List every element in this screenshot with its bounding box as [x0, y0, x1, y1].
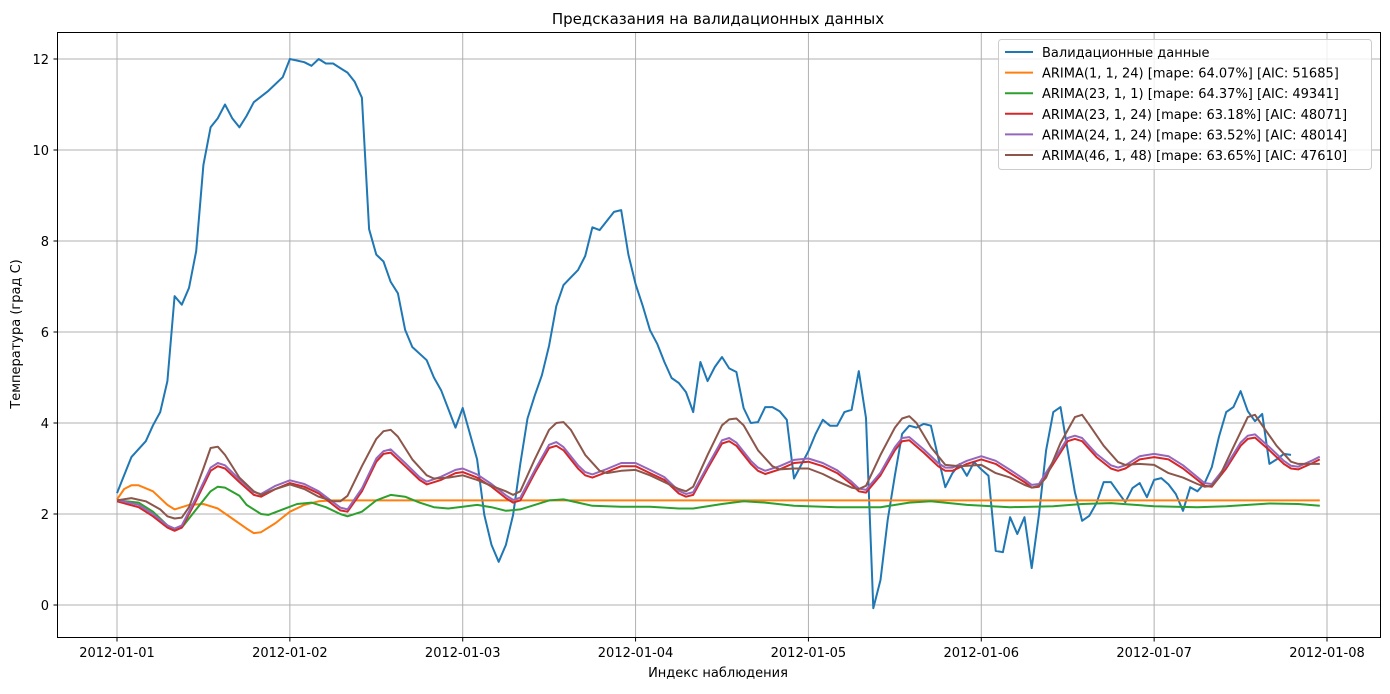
legend-label: ARIMA(46, 1, 48) [mape: 63.65%] [AIC: 47…	[1042, 149, 1347, 164]
chart-title: Предсказания на валидационных данных	[552, 10, 884, 28]
legend-label: ARIMA(23, 1, 1) [mape: 64.37%] [AIC: 493…	[1042, 87, 1339, 102]
plot-frame	[57, 32, 1381, 638]
x-axis-label: Индекс наблюдения	[648, 666, 788, 681]
legend-label: ARIMA(24, 1, 24) [mape: 63.52%] [AIC: 48…	[1042, 128, 1347, 143]
x-tick-label: 2012-01-07	[1116, 646, 1192, 661]
y-axis-label: Температура (град C)	[9, 259, 24, 409]
series-line-1	[116, 484, 1320, 535]
y-tick-label: 0	[41, 599, 49, 614]
legend-frame	[998, 39, 1372, 170]
series-line-2	[116, 485, 1320, 531]
y-tick-label: 8	[41, 235, 49, 250]
legend: Валидационные данные ARIMA(1, 1, 24) [map…	[998, 39, 1372, 170]
legend-label: ARIMA(1, 1, 24) [mape: 64.07%] [AIC: 516…	[1042, 67, 1339, 82]
series-line-3	[116, 436, 1321, 532]
x-tick-label: 2012-01-05	[771, 646, 847, 661]
x-tick-label: 2012-01-06	[944, 646, 1020, 661]
x-tick-label: 2012-01-08	[1289, 646, 1365, 661]
x-tick-label: 2012-01-02	[252, 646, 328, 661]
y-tick-label: 4	[41, 417, 49, 432]
series-lines	[116, 58, 1321, 610]
legend-label: Валидационные данные	[1042, 46, 1209, 61]
x-tick-label: 2012-01-03	[425, 646, 501, 661]
legend-label: ARIMA(23, 1, 24) [mape: 63.18%] [AIC: 48…	[1042, 108, 1347, 123]
y-tick-label: 12	[32, 53, 49, 68]
x-tick-label: 2012-01-01	[79, 646, 155, 661]
y-tick-label: 2	[41, 508, 49, 523]
series-line-5	[116, 413, 1320, 520]
axis-ticks: 2012-01-01 2012-01-02 2012-01-03 2012-01-04…	[32, 53, 1364, 661]
y-tick-label: 6	[41, 326, 49, 341]
series-line-4	[116, 433, 1321, 530]
series-line-0	[116, 58, 1292, 610]
y-tick-label: 10	[32, 144, 49, 159]
x-tick-label: 2012-01-04	[598, 646, 674, 661]
